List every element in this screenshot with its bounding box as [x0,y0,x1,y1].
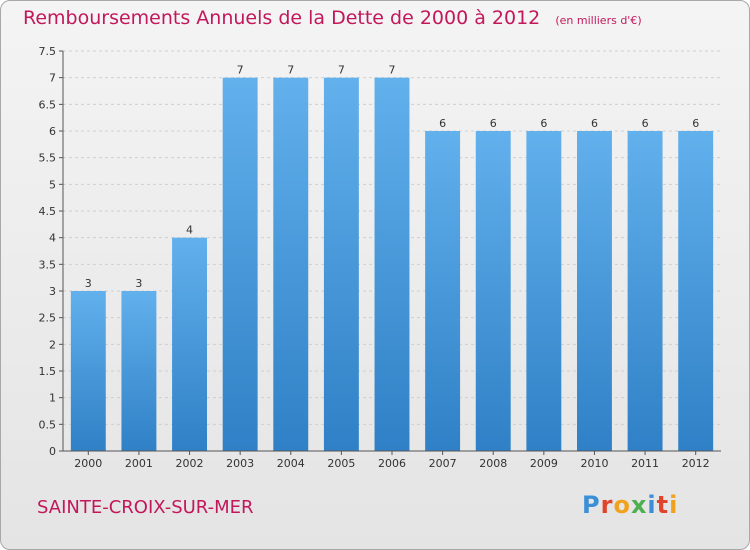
y-tick-label: 6.5 [39,98,57,111]
bar [273,77,309,452]
x-tick-label: 2002 [176,457,204,470]
bar [121,291,157,451]
logo-letter: o [613,491,631,519]
data-label: 6 [692,117,699,130]
data-label: 7 [237,64,244,77]
bar [425,131,461,451]
bar [526,131,562,451]
logo-letter: P [582,491,601,519]
chart-subtitle: (en milliers d'€) [555,14,642,27]
data-labels: 3 3 4 7 7 7 7 6 6 6 6 6 6 [85,64,699,290]
proxiti-logo: Proxiti [582,491,678,519]
title-row: Remboursements Annuels de la Dette de 20… [23,7,642,29]
data-label: 3 [85,277,92,290]
axes: 0 0.5 1 1.5 2 2.5 3 3.5 4 4.5 5 5.5 6 6.5 7 7.5 2000 2001… [39,45,721,470]
x-tick-label: 2001 [125,457,153,470]
x-tick-label: 2004 [277,457,305,470]
x-tick-label: 2012 [682,457,710,470]
data-label: 6 [642,117,649,130]
bar [576,131,612,451]
y-tick-label: 7 [49,72,56,85]
x-tick-label: 2006 [378,457,406,470]
bar [374,77,410,452]
logo-letter: i [669,491,679,519]
x-tick-label: 2008 [479,457,507,470]
bar [70,291,106,451]
y-tick-label: 0 [49,445,56,458]
x-tick-label: 2003 [226,457,254,470]
data-label: 3 [135,277,142,290]
logo-letter: r [600,491,614,519]
chart-title: Remboursements Annuels de la Dette de 20… [23,7,541,29]
logo-letter: t [656,491,670,519]
y-tick-label: 5.5 [39,152,57,165]
x-tick-label: 2007 [429,457,457,470]
data-label: 7 [287,64,294,77]
bar [222,77,258,452]
data-label: 4 [186,224,193,237]
data-label: 7 [338,64,345,77]
logo-letter: i [647,491,657,519]
y-tick-label: 7.5 [39,45,57,58]
y-tick-label: 5 [49,178,56,191]
bar [678,131,714,451]
y-tick-label: 4.5 [39,205,57,218]
x-tick-label: 2000 [74,457,102,470]
commune-name: SAINTE-CROIX-SUR-MER [37,497,254,518]
logo-letter: x [630,491,648,519]
bar [627,131,663,451]
y-tick-label: 3 [49,285,56,298]
y-tick-label: 2.5 [39,312,57,325]
x-tick-label: 2011 [631,457,659,470]
y-tick-label: 0.5 [39,418,57,431]
data-label: 6 [490,117,497,130]
y-tick-label: 1 [49,392,56,405]
x-tick-label: 2009 [530,457,558,470]
data-label: 6 [591,117,598,130]
data-label: 6 [540,117,547,130]
y-tick-label: 1.5 [39,365,57,378]
bar [475,131,511,451]
data-label: 6 [439,117,446,130]
bar [172,237,208,451]
bar [323,77,359,452]
y-tick-label: 3.5 [39,258,57,271]
y-tick-label: 6 [49,125,56,138]
x-tick-label: 2010 [580,457,608,470]
bars [70,77,714,452]
x-tick-label: 2005 [327,457,355,470]
y-tick-label: 2 [49,338,56,351]
data-label: 7 [389,64,396,77]
y-tick-label: 4 [49,232,56,245]
